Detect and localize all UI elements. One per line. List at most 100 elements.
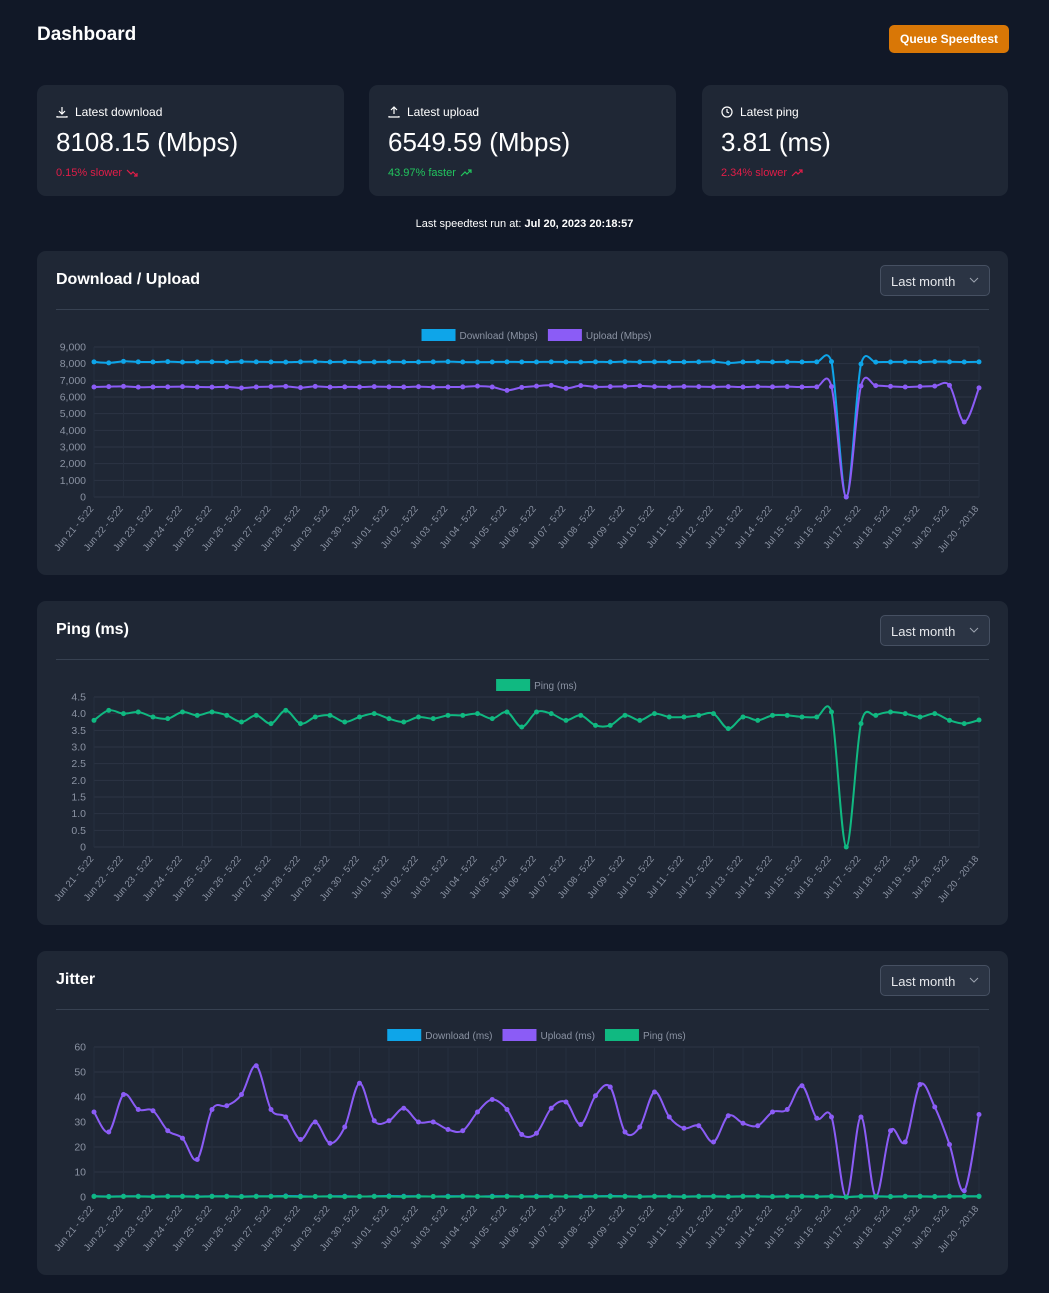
y-tick-label: 2.0: [71, 775, 86, 787]
data-point: [357, 384, 362, 390]
data-point: [814, 1115, 820, 1121]
stat-value: 8108.15 (Mbps): [56, 127, 239, 157]
data-point: [135, 1107, 141, 1112]
download-icon: [56, 107, 68, 118]
chevron: [969, 627, 979, 633]
y-tick-label: 9,000: [60, 342, 86, 354]
y-tick-label: 4,000: [60, 425, 86, 437]
stat-change-row: 43.97% faster: [388, 167, 657, 179]
y-tick-label: 7,000: [60, 375, 86, 387]
legend-item: Download (ms): [387, 1029, 492, 1042]
data-point: [121, 1092, 126, 1097]
data-point: [976, 385, 982, 391]
data-point: [121, 358, 126, 364]
data-point: [534, 709, 539, 715]
data-point: [814, 384, 820, 390]
data-point: [593, 1194, 598, 1199]
data-point: [253, 359, 259, 365]
data-point: [416, 1194, 421, 1199]
data-point: [224, 1194, 230, 1199]
data-point: [578, 1194, 584, 1200]
trend-icon: [126, 169, 138, 177]
data-point: [622, 1129, 628, 1135]
stat-change-row: 2.34% slower: [721, 167, 989, 179]
data-point: [327, 1140, 333, 1146]
y-tick-label: 4.5: [71, 692, 86, 704]
data-point: [135, 384, 141, 390]
data-point: [386, 1118, 392, 1124]
data-point: [165, 716, 171, 722]
data-point: [489, 1194, 495, 1200]
legend-swatch: [421, 329, 456, 341]
data-point: [902, 359, 908, 365]
data-point: [578, 1122, 584, 1127]
legend-label: Upload (Mbps): [586, 331, 652, 342]
data-point: [283, 359, 289, 365]
data-point: [194, 712, 200, 718]
divider: [56, 1009, 989, 1010]
data-point: [357, 1194, 362, 1199]
data-point: [917, 1082, 923, 1087]
data-point: [666, 384, 672, 390]
data-point: [239, 719, 244, 725]
data-point: [770, 384, 775, 390]
range-select[interactable]: Last month: [880, 615, 990, 646]
data-point: [91, 1109, 97, 1115]
data-point: [784, 1107, 790, 1112]
data-point: [607, 359, 613, 365]
data-point: [976, 1112, 982, 1117]
stat-card: Latest upload 6549.59 (Mbps) 43.97% fast…: [369, 85, 676, 196]
legend-label: Ping (ms): [643, 1031, 686, 1042]
stat-value: 3.81 (ms): [721, 127, 831, 157]
stat-label-row: Latest ping: [721, 105, 989, 119]
data-point: [475, 711, 480, 717]
clock-icon: [721, 106, 733, 118]
data-point: [519, 384, 525, 390]
trend-icon: [460, 169, 472, 177]
data-point: [534, 1194, 539, 1200]
data-point: [725, 726, 731, 732]
data-point: [150, 1194, 156, 1200]
data-point: [548, 382, 554, 388]
data-point: [534, 1130, 539, 1136]
data-point: [578, 383, 584, 389]
data-point: [932, 359, 938, 365]
data-point: [961, 419, 967, 425]
data-point: [430, 1119, 436, 1125]
y-tick-label: 40: [74, 1092, 86, 1104]
data-point: [755, 359, 761, 365]
range-select[interactable]: Last month: [880, 265, 990, 296]
data-point: [312, 383, 318, 389]
data-point: [843, 1194, 849, 1200]
data-point: [401, 359, 407, 365]
data-point: [725, 1113, 731, 1119]
legend-item: Ping (ms): [604, 1029, 686, 1042]
data-point: [489, 1097, 495, 1102]
data-point: [150, 714, 156, 720]
data-point: [430, 359, 436, 365]
legend-item: Upload (ms): [502, 1029, 595, 1042]
data-point: [829, 1194, 834, 1199]
y-tick-label: 50: [74, 1067, 86, 1079]
data-point: [858, 1114, 864, 1120]
range-select[interactable]: Last month: [880, 965, 990, 996]
data-point: [224, 359, 230, 365]
data-point: [917, 359, 923, 365]
data-point: [932, 711, 938, 717]
data-point: [652, 359, 657, 365]
data-point: [666, 1114, 672, 1120]
data-point: [593, 384, 598, 390]
data-point: [401, 1105, 407, 1111]
data-point: [622, 712, 628, 718]
divider: [56, 309, 989, 310]
data-point: [504, 359, 510, 365]
data-point: [460, 384, 466, 390]
data-point: [416, 359, 421, 365]
data-point: [947, 1194, 952, 1199]
data-point: [902, 384, 908, 390]
queue-button[interactable]: Queue Speedtest: [889, 25, 1009, 53]
data-point: [681, 1125, 687, 1131]
data-point: [150, 384, 156, 390]
stat-value: 6549.59 (Mbps): [388, 127, 571, 157]
chart-card: 0 0.5 1.0 1.5 2.0 2.5 3.0 3.5 4.0 4.5 Jun 21 - 5:2…: [37, 601, 1008, 925]
